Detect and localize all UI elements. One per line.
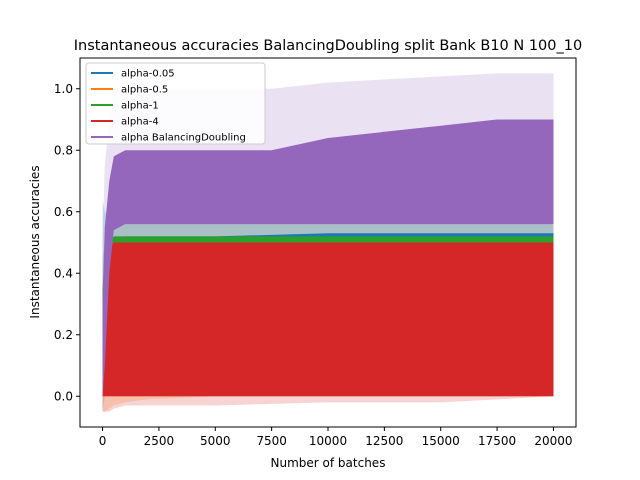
x-tick-label: 7500	[256, 434, 287, 448]
y-tick-label: 0.2	[54, 328, 73, 342]
series-areas	[102, 119, 554, 397]
legend-label-alpha-4: alpha-4	[121, 117, 159, 128]
x-tick-label: 2500	[144, 434, 175, 448]
x-tick-label: 12500	[365, 434, 403, 448]
y-axis-ticks: 0.0 0.2 0.4 0.6 0.8 1.0	[54, 82, 80, 403]
y-tick-label: 0.0	[54, 389, 73, 403]
series-alpha-4	[102, 242, 554, 397]
legend-label-alpha-1: alpha-1	[121, 101, 159, 112]
x-tick-label: 5000	[200, 434, 231, 448]
series-alpha-balancingdoubling	[102, 119, 554, 397]
x-axis-label: Number of batches	[271, 456, 386, 470]
legend-label-alpha-0-5: alpha-0.5	[121, 85, 168, 96]
legend-box	[85, 62, 266, 145]
legend-label-alpha-0-05: alpha-0.05	[121, 69, 175, 80]
y-tick-label: 1.0	[54, 82, 73, 96]
y-axis-label: Instantaneous accuracies	[28, 165, 42, 318]
x-tick-label: 15000	[422, 434, 460, 448]
x-axis-ticks: 0 2500 5000 7500 10000 12500 15000 17500 20000	[99, 427, 573, 448]
x-tick-label: 0	[99, 434, 107, 448]
y-tick-label: 0.6	[54, 205, 73, 219]
y-tick-label: 0.8	[54, 143, 73, 157]
x-tick-label: 20000	[534, 434, 572, 448]
x-tick-label: 17500	[478, 434, 516, 448]
x-tick-label: 10000	[309, 434, 347, 448]
y-tick-label: 0.4	[54, 266, 73, 280]
chart-title: Instantaneous accuracies BalancingDoubli…	[74, 38, 582, 54]
legend: alpha-0.05 alpha-0.5 alpha-1 alpha-4 alpha B…	[85, 62, 266, 145]
legend-label-alpha-balancingdoubling: alpha BalancingDoubling	[121, 133, 246, 144]
